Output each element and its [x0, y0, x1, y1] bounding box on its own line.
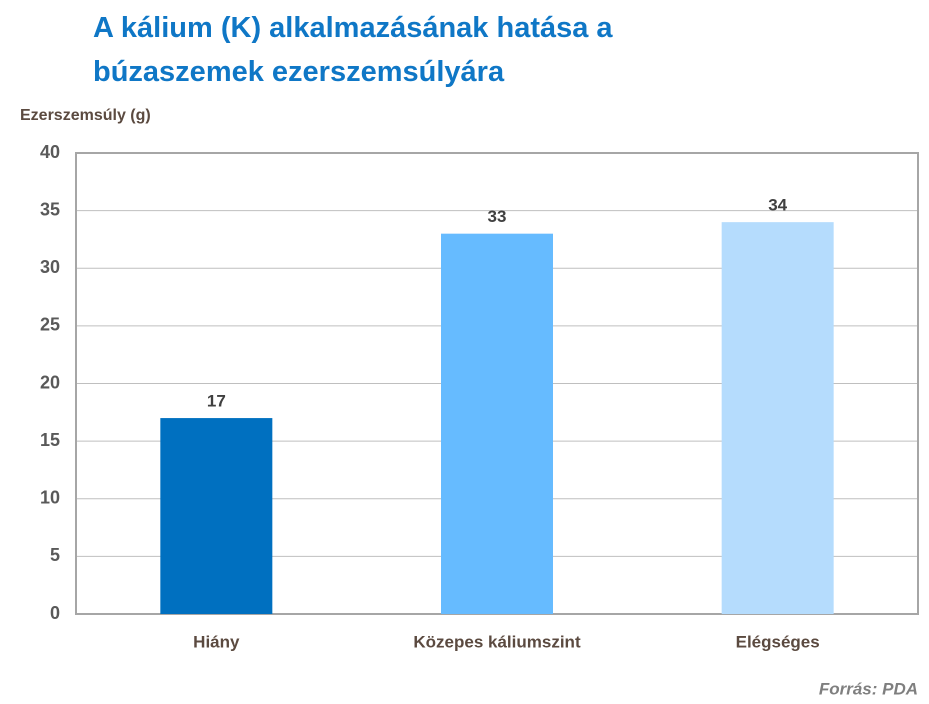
value-label: 33: [488, 207, 507, 226]
y-tick-label: 35: [40, 199, 60, 219]
y-tick-label: 30: [40, 257, 60, 277]
x-tick-label: Elégséges: [736, 632, 820, 651]
value-label: 34: [768, 196, 787, 215]
x-tick-label: Hiány: [193, 632, 240, 651]
y-tick-label: 10: [40, 488, 60, 508]
y-tick-label: 20: [40, 372, 60, 392]
value-label: 17: [207, 392, 226, 411]
bar: [441, 233, 553, 615]
source: Forrás: PDA: [819, 679, 918, 698]
y-tick-label: 25: [40, 315, 60, 335]
y-tick-label: 5: [50, 545, 60, 565]
bar: [721, 222, 834, 614]
chart-title: A kálium (K) alkalmazásának hatása a búz…: [93, 12, 613, 88]
bar: [160, 418, 273, 614]
y-axis-label: Ezerszemsúly (g): [20, 107, 151, 124]
y-tick-label: 40: [40, 142, 60, 162]
y-tick-label: 0: [50, 603, 60, 623]
x-tick-label: Közepes káliumszint: [413, 632, 581, 651]
y-tick-label: 15: [40, 430, 60, 450]
